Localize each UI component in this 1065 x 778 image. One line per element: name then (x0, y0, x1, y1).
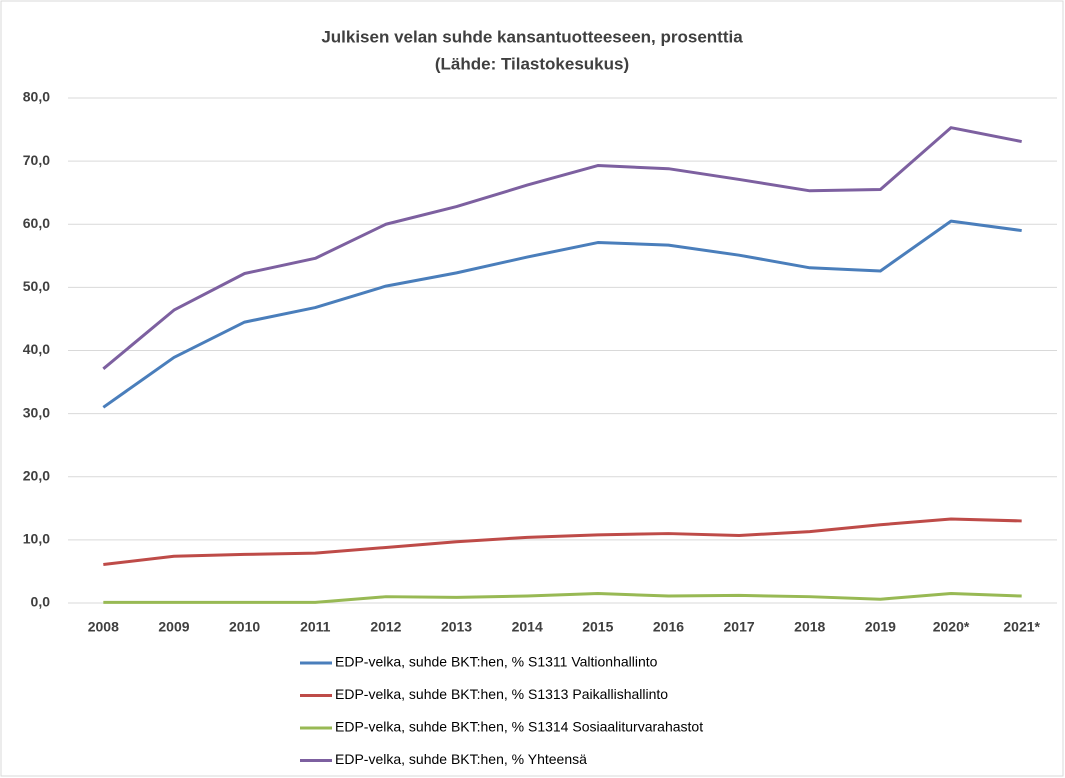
legend-label: EDP-velka, suhde BKT:hen, % S1311 Valtio… (335, 654, 658, 670)
legend-label: EDP-velka, suhde BKT:hen, % S1313 Paikal… (335, 686, 668, 702)
y-tick-label: 0,0 (31, 594, 51, 610)
y-tick-label: 30,0 (23, 404, 50, 420)
series-line (102, 219, 1022, 409)
y-tick-label: 20,0 (23, 467, 50, 483)
x-tick-label: 2018 (794, 619, 825, 635)
y-tick-label: 80,0 (23, 89, 50, 105)
x-tick-label: 2021* (1003, 619, 1040, 635)
y-tick-label: 70,0 (23, 152, 50, 168)
legend-label: EDP-velka, suhde BKT:hen, % Yhteensä (335, 751, 587, 767)
x-tick-label: 2020* (933, 619, 970, 635)
x-tick-label: 2013 (441, 619, 472, 635)
x-tick-label: 2015 (582, 619, 613, 635)
y-tick-label: 10,0 (23, 531, 50, 547)
series-line (102, 126, 1022, 370)
x-tick-label: 2014 (512, 619, 543, 635)
series-line (103, 592, 1022, 604)
chart-subtitle: (Lähde: Tilastokesukus) (435, 54, 629, 73)
x-tick-label: 2019 (865, 619, 896, 635)
chart-title: Julkisen velan suhde kansantuotteeseen, … (321, 27, 743, 46)
x-tick-label: 2010 (229, 619, 260, 635)
y-tick-label: 50,0 (23, 278, 50, 294)
x-tick-label: 2009 (158, 619, 189, 635)
y-tick-label: 40,0 (23, 341, 50, 357)
x-tick-label: 2011 (300, 619, 331, 635)
x-tick-label: 2008 (88, 619, 119, 635)
x-tick-label: 2017 (724, 619, 755, 635)
series-line (103, 517, 1022, 566)
x-tick-label: 2016 (653, 619, 684, 635)
legend-label: EDP-velka, suhde BKT:hen, % S1314 Sosiaa… (335, 719, 703, 735)
y-tick-label: 60,0 (23, 215, 50, 231)
x-tick-label: 2012 (370, 619, 401, 635)
